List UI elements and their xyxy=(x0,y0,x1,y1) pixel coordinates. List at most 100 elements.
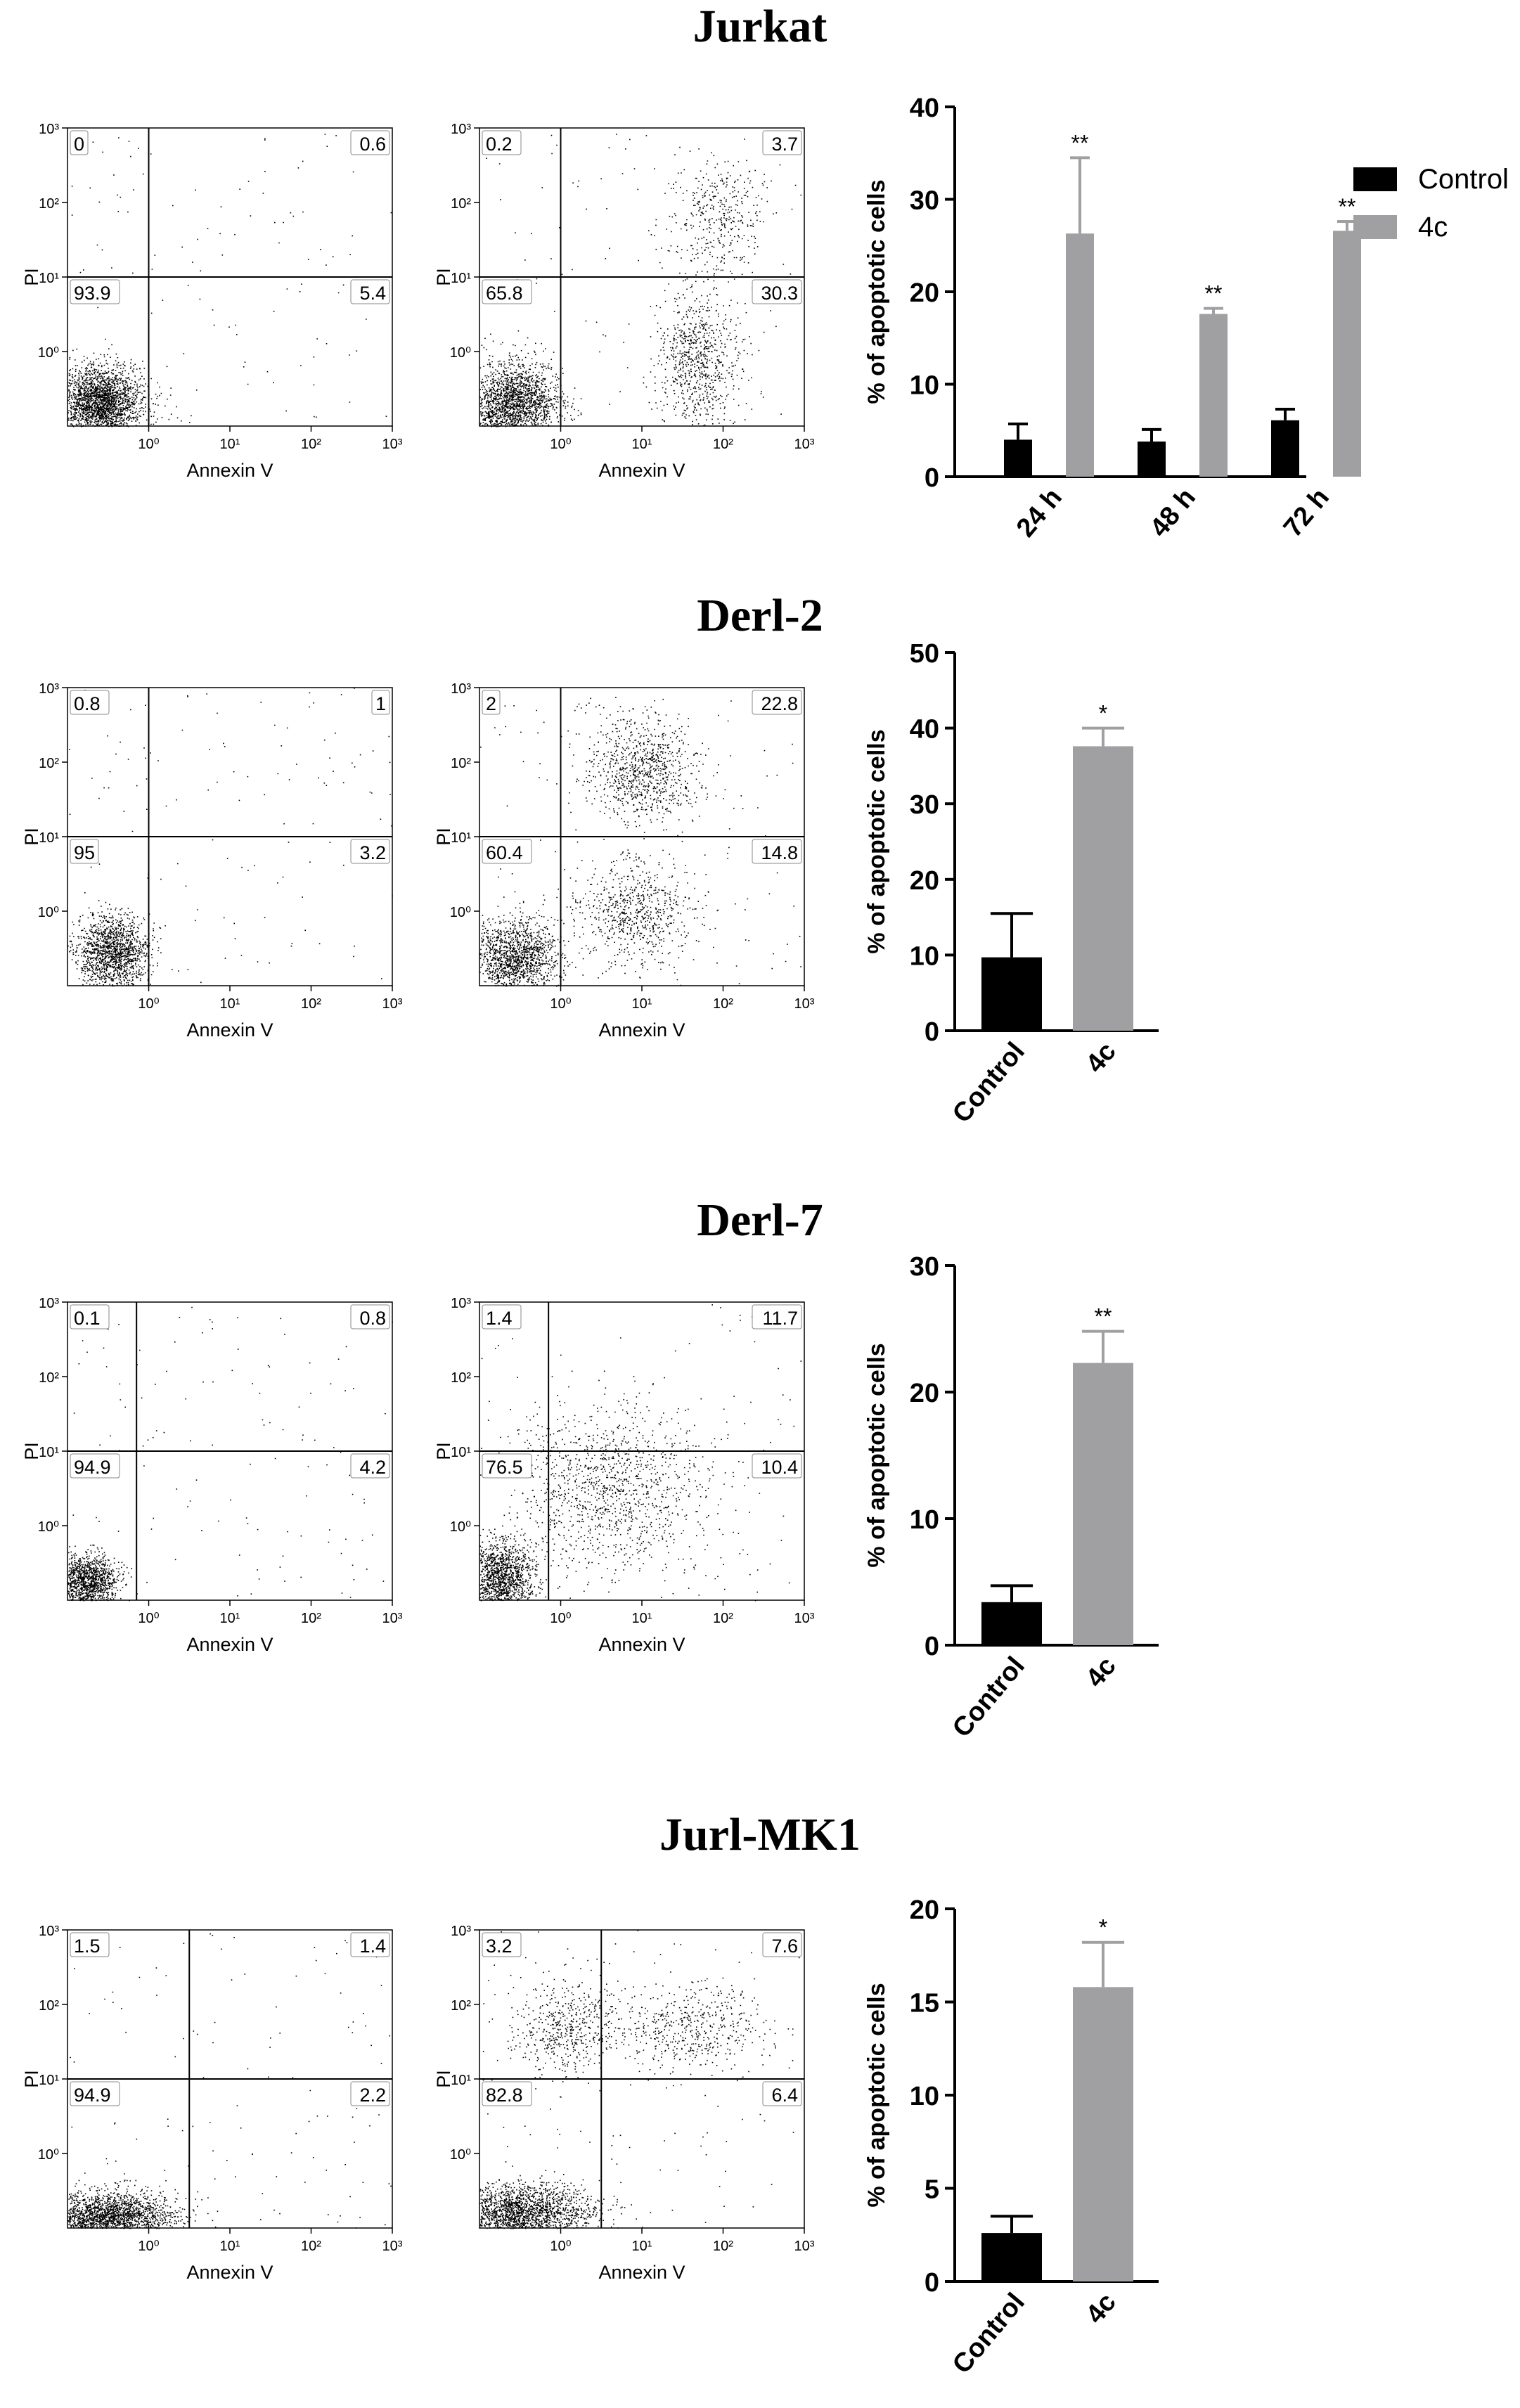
event-dots xyxy=(479,134,802,427)
y-tick-label: 10¹ xyxy=(451,830,471,846)
bar-chart-derl-2: 0 10 20 30 40 50 % of apoptotic cells Control * 4… xyxy=(863,639,1159,1128)
y-axis-label: PI xyxy=(433,2070,454,2088)
bar-chart-derl-7: 0 10 20 30 % of apoptotic cells Control ** 4c xyxy=(863,1252,1159,1743)
flow-plot-derl-2-2: 2 22.8 60.4 14.8 10⁰ 10⁰ 10¹ 10¹ 10² 10² 10³ 10³ Ann… xyxy=(433,681,815,1041)
quadrant-label-box xyxy=(762,2081,802,2106)
y-tick-label: 10¹ xyxy=(39,1445,59,1460)
category-label: 24 h xyxy=(1011,483,1068,543)
y-axis-label: PI xyxy=(433,1442,454,1460)
y-tick-label: 10² xyxy=(451,1998,471,2014)
quadrant-label-box xyxy=(70,1932,110,1957)
y-tick-label: 10¹ xyxy=(451,2073,471,2088)
y-tick-label: 10¹ xyxy=(451,271,471,286)
quadrant-label-ur: 0.8 xyxy=(359,1308,386,1329)
quadrant-label-lr: 14.8 xyxy=(761,842,798,863)
category-label: Control xyxy=(947,2288,1031,2379)
quadrant-label-box xyxy=(482,130,522,155)
quadrant-label-box xyxy=(762,130,802,155)
quadrant-label-ur: 0.6 xyxy=(359,134,386,155)
quadrant-label-box xyxy=(762,1932,802,1957)
y-tick-label: 10³ xyxy=(39,1296,59,1311)
y-tick-label: 40 xyxy=(910,715,939,745)
x-tick-label: 10² xyxy=(301,2239,321,2254)
quadrant-label-box xyxy=(70,279,120,304)
y-tick-label: 10² xyxy=(39,1998,59,2014)
quadrant-label-box xyxy=(371,690,390,715)
x-tick-label: 10² xyxy=(301,996,321,1012)
x-tick-label: 10⁰ xyxy=(138,996,159,1012)
x-axis-label: Annexin V xyxy=(186,1634,273,1655)
chart-legend: Control 4c xyxy=(1353,158,1509,254)
y-axis-label: % of apoptotic cells xyxy=(863,1343,890,1567)
y-tick-label: 10³ xyxy=(39,122,59,137)
x-tick-label: 10¹ xyxy=(632,437,652,452)
quadrant-label-box xyxy=(70,2081,120,2106)
y-tick-label: 10¹ xyxy=(451,1445,471,1460)
y-tick-label: 0 xyxy=(925,2268,939,2298)
category-label: 48 h xyxy=(1145,483,1202,543)
bar-24-h-4c xyxy=(1066,233,1094,477)
significance-label: * xyxy=(1099,1915,1107,1940)
quadrant-label-ul: 0.1 xyxy=(74,1308,101,1329)
quadrant-label-ll: 94.9 xyxy=(74,2085,111,2106)
y-tick-label: 5 xyxy=(925,2175,939,2205)
flow-plot-derl-7-2: 1.4 11.7 76.5 10.4 10⁰ 10⁰ 10¹ 10¹ 10² 10² 10³ 10³ A… xyxy=(433,1296,815,1655)
quadrant-label-ll: 93.9 xyxy=(74,283,111,304)
y-tick-label: 20 xyxy=(910,866,939,896)
y-tick-label: 10³ xyxy=(39,681,59,697)
quadrant-label-ul: 0.2 xyxy=(486,134,513,155)
y-tick-label: 20 xyxy=(910,1895,939,1925)
legend-label-control: Control xyxy=(1418,163,1509,195)
row-title-derl-7: Derl-7 xyxy=(697,1195,823,1246)
y-tick-label: 10 xyxy=(910,2082,939,2111)
quadrant-label-ll: 82.8 xyxy=(486,2085,523,2106)
x-axis-label: Annexin V xyxy=(186,2262,273,2283)
quadrant-label-ll: 95 xyxy=(74,842,95,863)
event-dots xyxy=(479,697,801,987)
quadrant-label-box xyxy=(752,1304,802,1329)
x-tick-label: 10¹ xyxy=(632,996,652,1012)
quadrant-label-lr: 6.4 xyxy=(771,2085,798,2106)
bar-control-control xyxy=(981,957,1042,1031)
y-tick-label: 10³ xyxy=(451,122,471,137)
quadrant-label-ur: 1 xyxy=(375,693,386,714)
category-label: 4c xyxy=(1081,1037,1122,1079)
x-tick-label: 10¹ xyxy=(632,1611,652,1626)
quadrant-label-lr: 10.4 xyxy=(761,1457,798,1478)
x-axis-label: Annexin V xyxy=(598,1019,685,1041)
x-tick-label: 10² xyxy=(713,2239,733,2254)
x-tick-label: 10² xyxy=(713,996,733,1012)
quadrant-label-box xyxy=(70,1453,120,1479)
quadrant-label-box xyxy=(70,1304,110,1329)
x-tick-label: 10⁰ xyxy=(550,437,571,452)
y-tick-label: 30 xyxy=(910,790,939,820)
category-label: Control xyxy=(947,1037,1031,1128)
quadrant-label-ur: 22.8 xyxy=(761,693,798,714)
bar-48-h-4c xyxy=(1199,314,1228,477)
quadrant-label-ll: 76.5 xyxy=(486,1457,523,1478)
quadrant-label-box xyxy=(482,690,501,715)
legend-item-control: Control xyxy=(1353,158,1509,200)
x-tick-label: 10³ xyxy=(382,996,403,1012)
quadrant-label-box xyxy=(350,1932,390,1957)
quadrant-label-box xyxy=(482,1304,522,1329)
quadrant-label-box xyxy=(350,839,390,864)
y-tick-label: 10⁰ xyxy=(450,1519,471,1535)
quadrant-label-ll: 65.8 xyxy=(486,283,523,304)
bar-control-control xyxy=(981,2233,1042,2281)
quadrant-label-box xyxy=(350,130,390,155)
bar-72-h-4c xyxy=(1333,231,1361,477)
x-tick-label: 10¹ xyxy=(220,437,240,452)
bar-chart-jurkat: 0 10 20 30 40 % of apoptotic cells ** 24 h ** 48 … xyxy=(863,94,1361,543)
y-tick-label: 10 xyxy=(910,371,939,401)
x-tick-label: 10³ xyxy=(794,1611,815,1626)
bar-24-h-control xyxy=(1004,439,1032,477)
y-axis-label: PI xyxy=(433,268,454,286)
category-label: Control xyxy=(947,1652,1031,1743)
quadrant-label-ul: 3.2 xyxy=(486,1936,513,1957)
x-axis-label: Annexin V xyxy=(598,460,685,481)
quadrant-label-ur: 7.6 xyxy=(771,1936,798,1957)
x-axis-label: Annexin V xyxy=(598,2262,685,2283)
y-axis-label: % of apoptotic cells xyxy=(863,729,890,953)
quadrant-label-ul: 0.8 xyxy=(74,693,101,714)
